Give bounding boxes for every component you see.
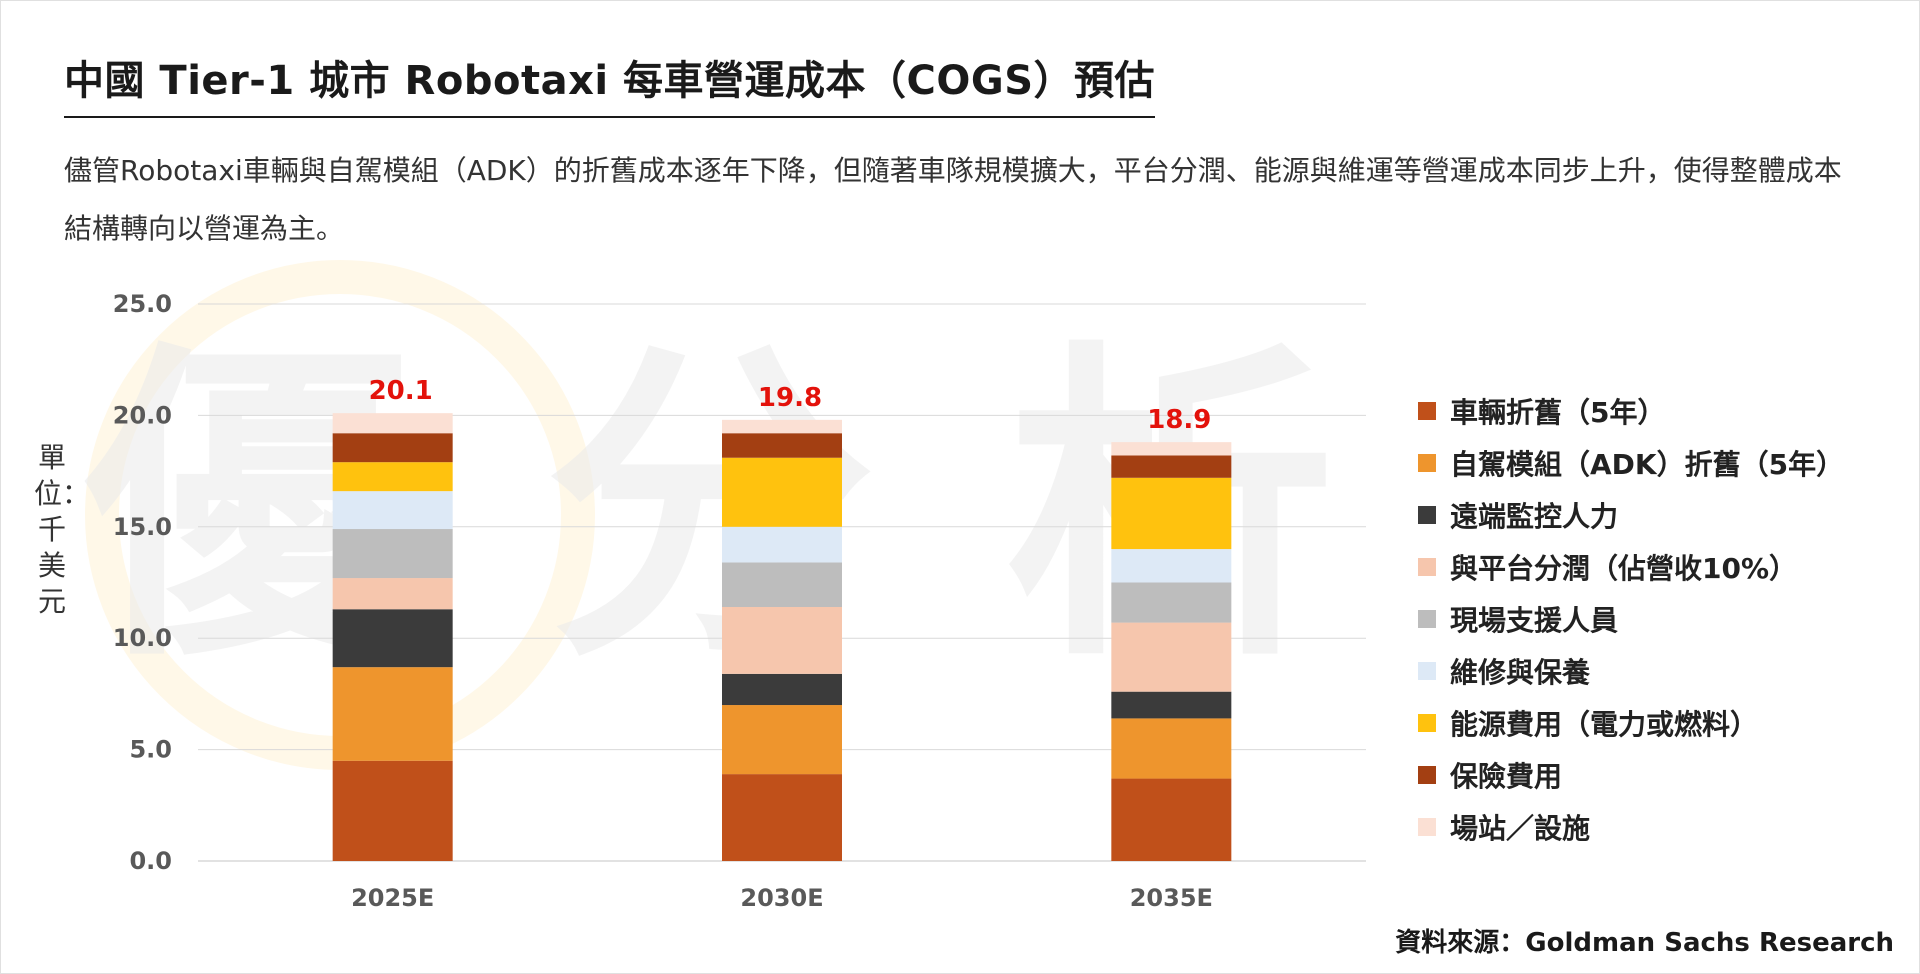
bar-segment <box>1111 442 1232 456</box>
legend-swatch <box>1418 610 1436 628</box>
legend-item: 維修與保養 <box>1418 645 1844 697</box>
bar-segment <box>1111 718 1232 779</box>
legend-item: 場站／設施 <box>1418 801 1844 853</box>
bar-segment <box>1111 477 1232 550</box>
legend-label: 場站／設施 <box>1450 812 1591 845</box>
legend-item: 現場支援人員 <box>1418 593 1844 645</box>
bar-segment <box>722 457 842 527</box>
total-data-label: 19.8 <box>758 383 822 413</box>
chart-title: 中國 Tier-1 城市 Robotaxi 每車營運成本（COGS）預估 <box>64 48 1156 118</box>
legend-label: 與平台分潤（佔營收10%） <box>1450 552 1798 585</box>
legend-label: 維修與保養 <box>1450 656 1591 689</box>
bar-segment <box>332 433 453 463</box>
legend-item: 與平台分潤（佔營收10%） <box>1418 541 1844 593</box>
chart-subtitle: 儘管Robotaxi車輛與自駕模組（ADK）的折舊成本逐年下降，但隨著車隊規模擴… <box>64 154 1842 245</box>
legend-swatch <box>1418 818 1436 836</box>
legend-item: 遠端監控人力 <box>1418 489 1844 541</box>
bar-segment <box>722 562 842 608</box>
bar-segment <box>332 760 453 861</box>
bar-segment <box>722 526 842 563</box>
bar-segment <box>722 433 842 458</box>
y-tick-label: 15.0 <box>113 513 172 541</box>
legend-label: 自駕模組（ADK）折舊（5年） <box>1450 448 1845 481</box>
bar-segment <box>332 578 453 610</box>
bar-segment <box>1111 549 1232 583</box>
x-tick-label: 2030E <box>740 884 823 912</box>
legend-label: 能源費用（電力或燃料） <box>1450 708 1759 741</box>
y-tick-label: 5.0 <box>129 736 172 764</box>
legend-swatch <box>1418 558 1436 576</box>
bar-segment <box>332 491 453 530</box>
legend-label: 現場支援人員 <box>1450 604 1619 637</box>
x-tick-label: 2025E <box>351 884 434 912</box>
bar-segment <box>722 607 842 674</box>
total-data-label: 18.9 <box>1147 405 1211 435</box>
legend-swatch <box>1418 454 1436 472</box>
legend-swatch <box>1418 506 1436 524</box>
y-tick-label: 0.0 <box>129 847 172 875</box>
bar-segment <box>722 419 842 434</box>
bar-segment <box>332 413 453 434</box>
y-tick-label: 25.0 <box>113 290 172 318</box>
source-note: 資料來源：Goldman Sachs Research <box>1395 928 1894 958</box>
bar-segment <box>1111 691 1232 719</box>
legend-swatch <box>1418 402 1436 420</box>
bar-segment <box>1111 582 1232 623</box>
y-tick-label: 20.0 <box>113 401 172 429</box>
bar-segment <box>722 705 842 775</box>
bar-segment <box>1111 622 1232 692</box>
x-tick-label: 2035E <box>1130 884 1213 912</box>
total-data-label: 20.1 <box>369 376 433 406</box>
legend-swatch <box>1418 662 1436 680</box>
bar-segment <box>332 529 453 579</box>
y-tick-label: 10.0 <box>113 624 172 652</box>
y-axis-label: 單位：千美元 <box>34 441 91 618</box>
bar-segment <box>1111 778 1232 861</box>
bar-segment <box>722 673 842 706</box>
chart-legend: 車輛折舊（5年） 自駕模組（ADK）折舊（5年） 遠端監控人力與平台分潤（佔營收10… <box>1418 385 1844 853</box>
legend-label: 遠端監控人力 <box>1450 500 1619 533</box>
bar-segment <box>332 462 453 492</box>
bar-segment <box>332 667 453 761</box>
legend-item: 車輛折舊（5年） <box>1418 385 1844 437</box>
bar-segment <box>722 774 842 861</box>
legend-label: 車輛折舊（5年） <box>1450 396 1666 429</box>
bar-segment <box>332 609 453 668</box>
legend-item: 保險費用 <box>1418 749 1844 801</box>
bar-segment <box>1111 455 1232 478</box>
legend-swatch <box>1418 766 1436 784</box>
legend-label: 保險費用 <box>1450 760 1563 793</box>
legend-item: 能源費用（電力或燃料） <box>1418 697 1844 749</box>
legend-swatch <box>1418 714 1436 732</box>
legend-item: 自駕模組（ADK）折舊（5年） <box>1418 437 1844 489</box>
